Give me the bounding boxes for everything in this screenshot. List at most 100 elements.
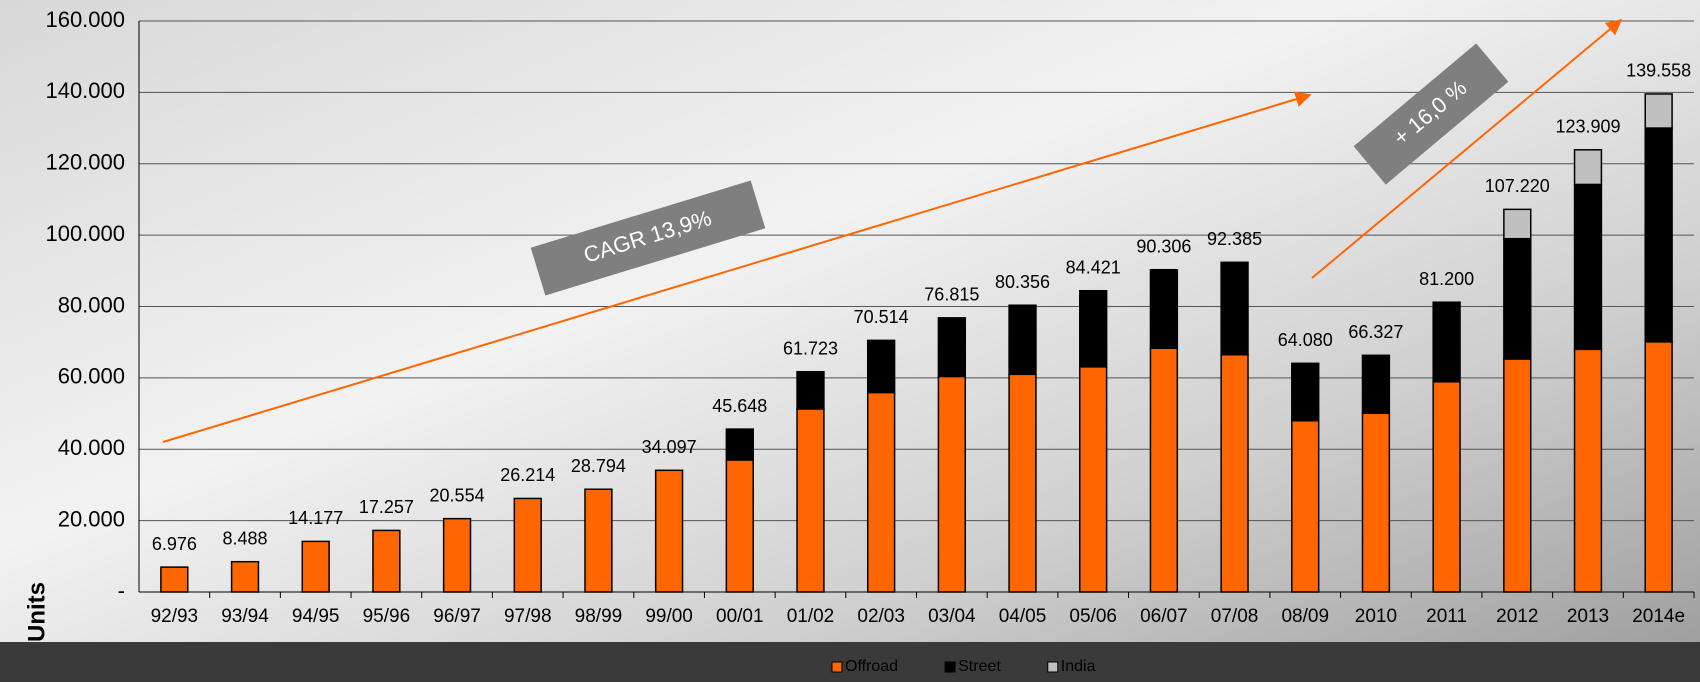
y-tick-label: 160.000 — [45, 7, 125, 32]
bar-segment — [1573, 149, 1603, 186]
bar-segment — [372, 529, 401, 593]
x-tick-label: 00/01 — [716, 606, 764, 627]
bar-segment — [1644, 127, 1673, 343]
bar-segment — [796, 370, 825, 410]
total-label: 92.385 — [1207, 229, 1262, 249]
x-tick-label: 93/94 — [221, 606, 269, 627]
annotation-bg — [1353, 43, 1509, 185]
bar-segment — [1220, 261, 1249, 356]
bar-segment — [1503, 208, 1532, 240]
total-label: 64.080 — [1278, 330, 1333, 350]
x-tick-label: 2012 — [1496, 606, 1538, 627]
plot: - 20.000 40.000 60.000 80.000 100.000 120.000 1… — [45, 7, 1695, 627]
x-tick-label: 07/08 — [1211, 606, 1259, 627]
bar-segment — [1008, 373, 1037, 593]
y-tick-label: 100.000 — [45, 221, 125, 246]
total-label: 28.794 — [571, 456, 626, 476]
x-tick-label: 2011 — [1426, 606, 1467, 627]
y-tick-label: 60.000 — [58, 364, 125, 389]
bar-segment — [1573, 183, 1603, 351]
bar-segment — [513, 497, 542, 593]
bar-segment — [1079, 289, 1108, 368]
y-tick-label: 80.000 — [58, 292, 125, 317]
background-strip — [0, 642, 1700, 682]
trend-arrow — [1311, 18, 1623, 279]
x-tick-label: 98/99 — [575, 606, 623, 627]
total-label: 17.257 — [359, 497, 414, 517]
total-label: 66.327 — [1348, 322, 1403, 342]
bar-segment — [725, 428, 754, 461]
y-tick-label: 140.000 — [45, 78, 125, 103]
x-tick-label: 2010 — [1355, 606, 1397, 627]
total-label: 45.648 — [712, 396, 767, 416]
y-axis-label: Units — [23, 582, 50, 642]
total-label: 139.558 — [1626, 61, 1691, 81]
bar-segment — [937, 317, 967, 378]
bar-segment — [1079, 366, 1108, 593]
bar-segment — [1503, 237, 1532, 360]
total-label: 6.976 — [152, 534, 197, 554]
bar-segment — [160, 566, 189, 593]
bar-segment — [1291, 419, 1320, 593]
y-tick-label: 40.000 — [58, 435, 125, 460]
legend-label: Offroad — [845, 658, 898, 675]
total-label: 20.554 — [430, 485, 485, 505]
legend-swatch — [1047, 661, 1059, 673]
bar-segment — [442, 517, 472, 593]
x-tick-label: 05/06 — [1069, 606, 1117, 627]
bar-segment — [1432, 381, 1461, 593]
x-tick-label: 03/04 — [928, 606, 976, 627]
bar-segment — [301, 540, 330, 593]
x-tick-label: 02/03 — [857, 606, 905, 627]
bar-segment — [1008, 304, 1037, 376]
bar-segment — [725, 459, 754, 593]
legend-label: India — [1061, 658, 1096, 675]
bar-segment — [1644, 341, 1673, 593]
total-label: 26.214 — [500, 465, 555, 485]
x-tick-label: 94/95 — [292, 606, 340, 627]
x-tick-label: 2014e — [1632, 606, 1685, 627]
x-tick-label: 06/07 — [1140, 606, 1188, 627]
total-label: 80.356 — [995, 272, 1050, 292]
y-tick-label: 20.000 — [58, 506, 125, 531]
total-label: 123.909 — [1555, 117, 1620, 137]
x-tick-label: 95/96 — [363, 606, 411, 627]
total-label: 107.220 — [1485, 176, 1550, 196]
x-tick-label: 99/00 — [645, 606, 693, 627]
bar-segment — [1503, 358, 1532, 593]
bar-segment — [866, 391, 896, 593]
bar-segment — [1644, 93, 1673, 129]
x-tick-label: 01/02 — [787, 606, 835, 627]
total-label: 34.097 — [642, 437, 697, 457]
legend-label: Street — [958, 658, 1001, 675]
annotation-bg — [530, 180, 766, 296]
bar-segment — [1291, 362, 1320, 422]
x-tick-label: 04/05 — [999, 606, 1047, 627]
x-tick-label: 96/97 — [433, 606, 481, 627]
total-label: 81.200 — [1419, 269, 1474, 289]
bar-segment — [1149, 268, 1179, 350]
total-label: 61.723 — [783, 338, 838, 358]
total-label: 70.514 — [854, 307, 909, 327]
bar-segment — [1361, 412, 1391, 593]
total-label: 14.177 — [288, 508, 343, 528]
bar-segment — [584, 488, 613, 593]
y-tick-label: - — [118, 578, 125, 603]
total-label: 84.421 — [1066, 257, 1121, 277]
x-tick-label: 92/93 — [151, 606, 199, 627]
total-label: 76.815 — [924, 285, 979, 305]
legend-swatch — [944, 661, 956, 673]
x-tick-label: 97/98 — [504, 606, 552, 627]
bar-segment — [1432, 301, 1461, 383]
total-label: 8.488 — [222, 528, 267, 548]
trend-arrow — [162, 91, 1312, 443]
bar-segment — [1573, 348, 1603, 593]
x-tick-label: 08/09 — [1281, 606, 1329, 627]
bar-segment — [654, 469, 684, 593]
bar-segment — [937, 375, 967, 593]
legend-swatch — [831, 661, 843, 673]
x-tick-label: 2013 — [1567, 606, 1609, 627]
y-tick-label: 120.000 — [45, 150, 125, 175]
bar-segment — [1220, 353, 1249, 593]
